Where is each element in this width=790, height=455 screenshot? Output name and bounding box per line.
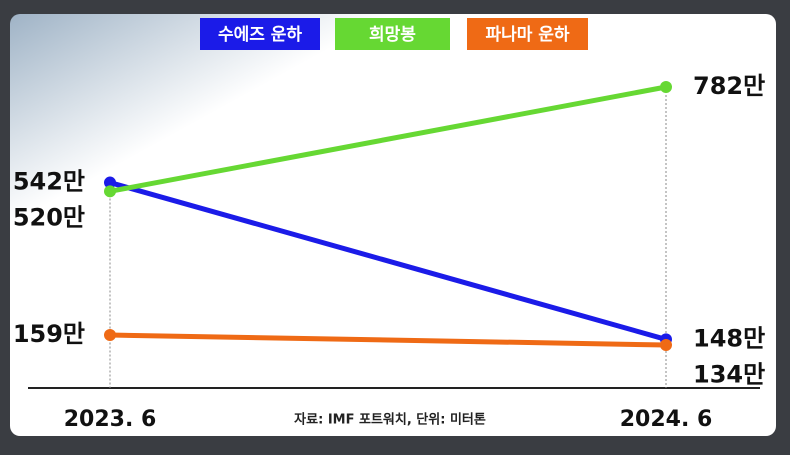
value-label: 520만 xyxy=(13,204,85,232)
data-point xyxy=(104,329,116,342)
series-line xyxy=(109,84,667,194)
data-point xyxy=(660,81,672,93)
value-label: 134만 xyxy=(693,360,765,388)
legend-label: 희망봉 xyxy=(369,25,416,45)
legend-label: 파나마 운하 xyxy=(485,25,569,45)
data-point xyxy=(104,185,116,198)
value-label: 782만 xyxy=(693,72,765,100)
data-point xyxy=(104,176,116,189)
legend-swatch xyxy=(467,18,588,50)
value-label: 159만 xyxy=(13,320,85,348)
series-line xyxy=(109,180,667,342)
x-tick-label: 2024. 6 xyxy=(620,407,713,432)
x-tick-label: 2023. 6 xyxy=(64,407,157,432)
legend-swatch xyxy=(200,18,320,50)
source-note: 자료: IMF 포트워치, 단위: 미터톤 xyxy=(294,412,486,428)
legend-label: 수에즈 운하 xyxy=(218,25,302,45)
panel xyxy=(10,14,776,436)
value-label: 148만 xyxy=(693,324,765,352)
series-line xyxy=(109,332,667,348)
legend-swatch xyxy=(335,18,450,50)
data-point xyxy=(660,339,672,351)
value-label: 542만 xyxy=(13,168,85,196)
